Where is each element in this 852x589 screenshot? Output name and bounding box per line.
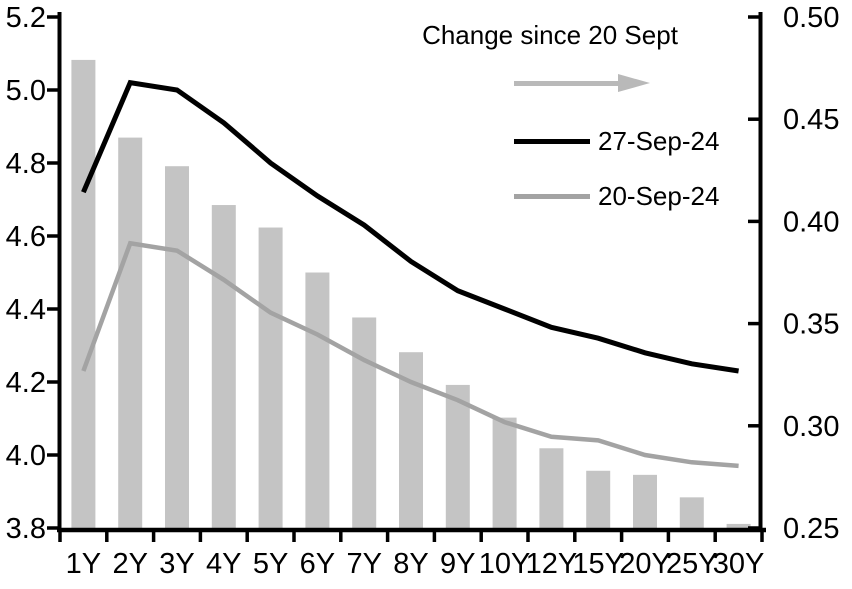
left-tick-label-4.2: 4.2	[6, 367, 46, 399]
x-label-8Y: 8Y	[393, 548, 428, 580]
right-tick-label-0.50: 0.50	[783, 2, 839, 34]
bar-3Y	[165, 166, 189, 530]
x-label-3Y: 3Y	[159, 548, 194, 580]
left-tick-label-5.2: 5.2	[6, 2, 46, 34]
bar-1Y	[71, 59, 96, 530]
right-tick-label-0.25: 0.25	[783, 513, 839, 545]
x-label-6Y: 6Y	[300, 548, 335, 580]
x-label-25Y: 25Y	[666, 548, 718, 580]
bar-30Y	[726, 523, 751, 530]
bar-6Y	[305, 272, 330, 530]
bar-12Y	[539, 448, 564, 530]
bar-15Y	[586, 470, 611, 530]
left-tick-label-4.4: 4.4	[6, 294, 46, 326]
bar-5Y	[258, 227, 283, 531]
x-label-9Y: 9Y	[440, 548, 475, 580]
line-20-Sep-24	[81, 240, 739, 469]
x-label-1Y: 1Y	[66, 548, 101, 580]
line-27-Sep-24	[81, 79, 739, 374]
right-tick-label-0.30: 0.30	[783, 411, 839, 443]
right-tick-label-0.35: 0.35	[783, 309, 839, 341]
x-label-30Y: 30Y	[713, 548, 765, 580]
x-label-2Y: 2Y	[112, 548, 147, 580]
bar-4Y	[211, 205, 236, 530]
left-tick-label-5.0: 5.0	[6, 75, 46, 107]
bar-25Y	[679, 497, 704, 530]
bar-2Y	[118, 137, 143, 530]
x-label-20Y: 20Y	[619, 548, 671, 580]
left-tick-label-4.6: 4.6	[6, 221, 46, 253]
bar-10Y	[492, 417, 517, 530]
x-label-15Y: 15Y	[572, 548, 624, 580]
x-label-5Y: 5Y	[253, 548, 288, 580]
x-label-12Y: 12Y	[526, 548, 578, 580]
x-label-4Y: 4Y	[206, 548, 241, 580]
right-tick-label-0.40: 0.40	[783, 206, 839, 238]
left-tick-label-4.8: 4.8	[6, 148, 46, 180]
bar-9Y	[445, 384, 470, 530]
x-label-7Y: 7Y	[346, 548, 381, 580]
x-label-10Y: 10Y	[479, 548, 531, 580]
left-tick-label-3.8: 3.8	[6, 513, 46, 545]
right-tick-label-0.45: 0.45	[783, 104, 839, 136]
bar-7Y	[352, 317, 377, 530]
bar-20Y	[633, 474, 657, 530]
left-tick-label-4.0: 4.0	[6, 440, 46, 472]
